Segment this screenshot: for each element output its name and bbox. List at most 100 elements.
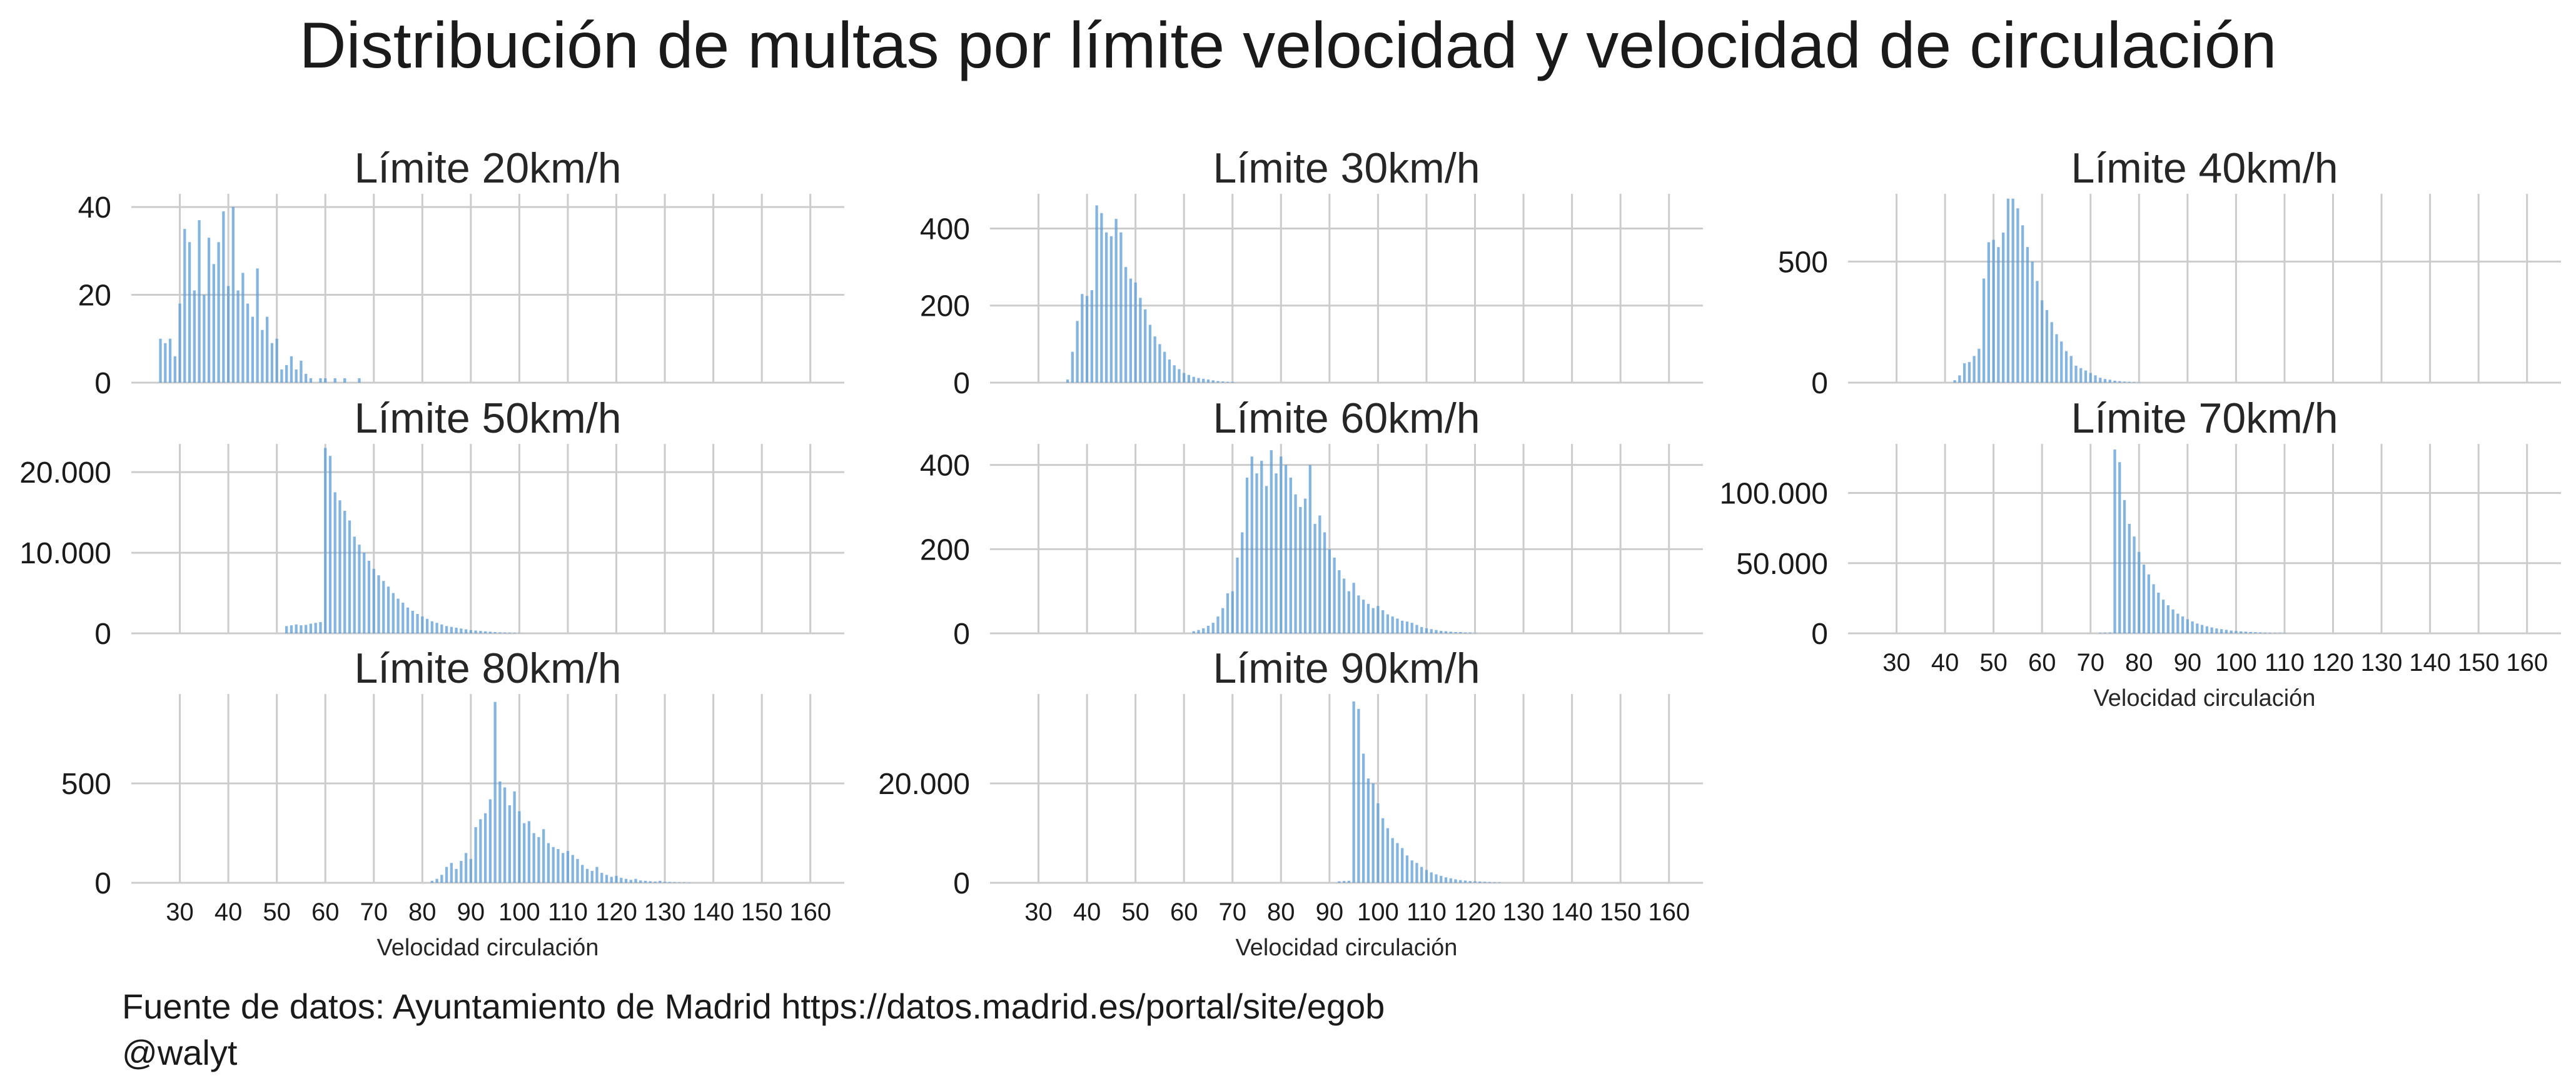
- histogram-bar: [1299, 507, 1302, 633]
- histogram-bar: [1221, 608, 1225, 633]
- y-tick-label: 20.000: [19, 456, 111, 490]
- histogram-bar: [1226, 593, 1230, 633]
- histogram-bar: [333, 492, 336, 633]
- x-tick-label: 90: [457, 898, 485, 926]
- panel-3: Límite 40km/h 0 500: [1778, 144, 2561, 400]
- y-tick-label: 0: [1811, 367, 1828, 400]
- histogram-bar: [275, 338, 278, 383]
- author-handle: @walyt: [122, 1033, 238, 1072]
- histogram-bar: [1289, 477, 1292, 633]
- histogram-bar: [1158, 344, 1161, 383]
- histogram-bar: [305, 373, 308, 383]
- histogram-bar: [1410, 623, 1413, 633]
- histogram-bar: [2060, 341, 2063, 383]
- histogram-bar: [590, 870, 593, 883]
- histogram-bar: [1192, 376, 1195, 383]
- histogram-bar: [1192, 631, 1195, 633]
- histogram-bar: [1391, 838, 1394, 883]
- histogram-bar: [682, 882, 686, 883]
- histogram-bar: [1275, 473, 1278, 633]
- histogram-bar: [430, 880, 433, 883]
- histogram-bar: [1483, 882, 1487, 883]
- histogram-bar: [2244, 631, 2248, 633]
- histogram-bar: [2118, 381, 2121, 383]
- panel-5: Límite 60km/h 0 200 400: [920, 395, 1703, 651]
- histogram-bar: [2283, 633, 2286, 634]
- histogram-bar: [328, 456, 332, 633]
- panel-title: Límite 80km/h: [354, 645, 621, 692]
- y-tick-label: 200: [920, 533, 970, 566]
- panel-2: Límite 30km/h 0 200 400: [920, 144, 1703, 400]
- histogram-bar: [183, 229, 186, 383]
- histogram-bar: [1987, 242, 1991, 383]
- histogram-bar: [1095, 205, 1098, 383]
- histogram-bar: [1124, 267, 1128, 383]
- panel-1: Límite 20km/h 0 20 40: [78, 144, 844, 400]
- histogram-bar: [377, 575, 380, 633]
- histogram-bar: [1435, 630, 1438, 633]
- x-tick-label: 110: [1407, 898, 1447, 926]
- histogram-bar: [1347, 591, 1351, 633]
- y-tick-label: 20.000: [878, 768, 970, 801]
- histogram-bar: [285, 365, 288, 383]
- histogram-bar: [1183, 373, 1186, 383]
- histogram-bar: [1226, 381, 1230, 383]
- histogram-bar: [290, 356, 293, 383]
- panel-6: Límite 70km/h 0 50.000 100.000 30 40 50 60 70 80 9…: [1719, 395, 2561, 711]
- histogram-bar: [430, 621, 433, 633]
- x-tick-label: 40: [1931, 649, 1959, 676]
- histogram-bar: [2210, 627, 2213, 633]
- histogram-bar: [469, 630, 472, 633]
- histogram-bar: [168, 338, 172, 383]
- histogram-bar: [2064, 351, 2068, 383]
- histogram-bar: [1173, 365, 1176, 383]
- histogram-bar: [2099, 378, 2102, 383]
- histogram-bar: [1081, 294, 1084, 383]
- histogram-bar: [576, 858, 579, 883]
- histogram-bar: [1255, 473, 1258, 633]
- x-tick-label: 150: [741, 898, 783, 926]
- histogram-bar: [629, 880, 632, 883]
- histogram-bar: [620, 878, 623, 883]
- histogram-bar: [343, 511, 346, 633]
- histogram-bar: [2138, 551, 2141, 633]
- histogram-bar: [1352, 701, 1355, 883]
- histogram-bar: [2041, 300, 2044, 383]
- histogram-bar: [527, 821, 531, 883]
- histogram-bar: [2181, 616, 2185, 633]
- x-tick-label: 140: [692, 898, 734, 926]
- histogram-bar: [1202, 378, 1205, 383]
- histogram-bar: [2191, 621, 2194, 633]
- y-tick-label: 0: [94, 367, 111, 400]
- histogram-bar: [411, 610, 414, 633]
- histogram-bar: [1977, 348, 1981, 383]
- histogram-bar: [455, 868, 458, 883]
- histogram-bar: [2089, 373, 2092, 383]
- histogram-bar: [2166, 605, 2169, 633]
- histogram-bar: [673, 882, 676, 883]
- histogram-bar: [285, 626, 288, 633]
- figure-title: Distribución de multas por límite veloci…: [299, 9, 2277, 82]
- histogram-bar: [1405, 621, 1409, 633]
- histogram-bar: [1362, 600, 1365, 633]
- histogram-bar: [649, 881, 652, 883]
- histogram-bar: [421, 616, 424, 633]
- y-tick-label: 500: [61, 768, 111, 801]
- histogram-bar: [1488, 882, 1491, 883]
- histogram-bar: [1323, 532, 1326, 633]
- histogram-bar: [1284, 465, 1288, 633]
- histogram-bar: [1206, 625, 1210, 633]
- histogram-bar: [2094, 375, 2097, 383]
- histogram-bar: [1202, 628, 1205, 633]
- histogram-bar: [479, 631, 482, 633]
- panel-7: Límite 80km/h 0 500 30 40 50 60 70 80 90 100 110 120…: [61, 645, 844, 961]
- y-tick-label: 0: [953, 367, 970, 400]
- histogram-bar: [1435, 874, 1438, 883]
- histogram-bar: [1386, 614, 1390, 633]
- histogram-bar: [1163, 351, 1166, 383]
- histogram-bar: [251, 316, 255, 383]
- histogram-bar: [1071, 351, 1074, 383]
- histogram-bar: [1454, 879, 1457, 883]
- histogram-bar: [2220, 629, 2223, 633]
- histogram-bar: [1352, 583, 1355, 633]
